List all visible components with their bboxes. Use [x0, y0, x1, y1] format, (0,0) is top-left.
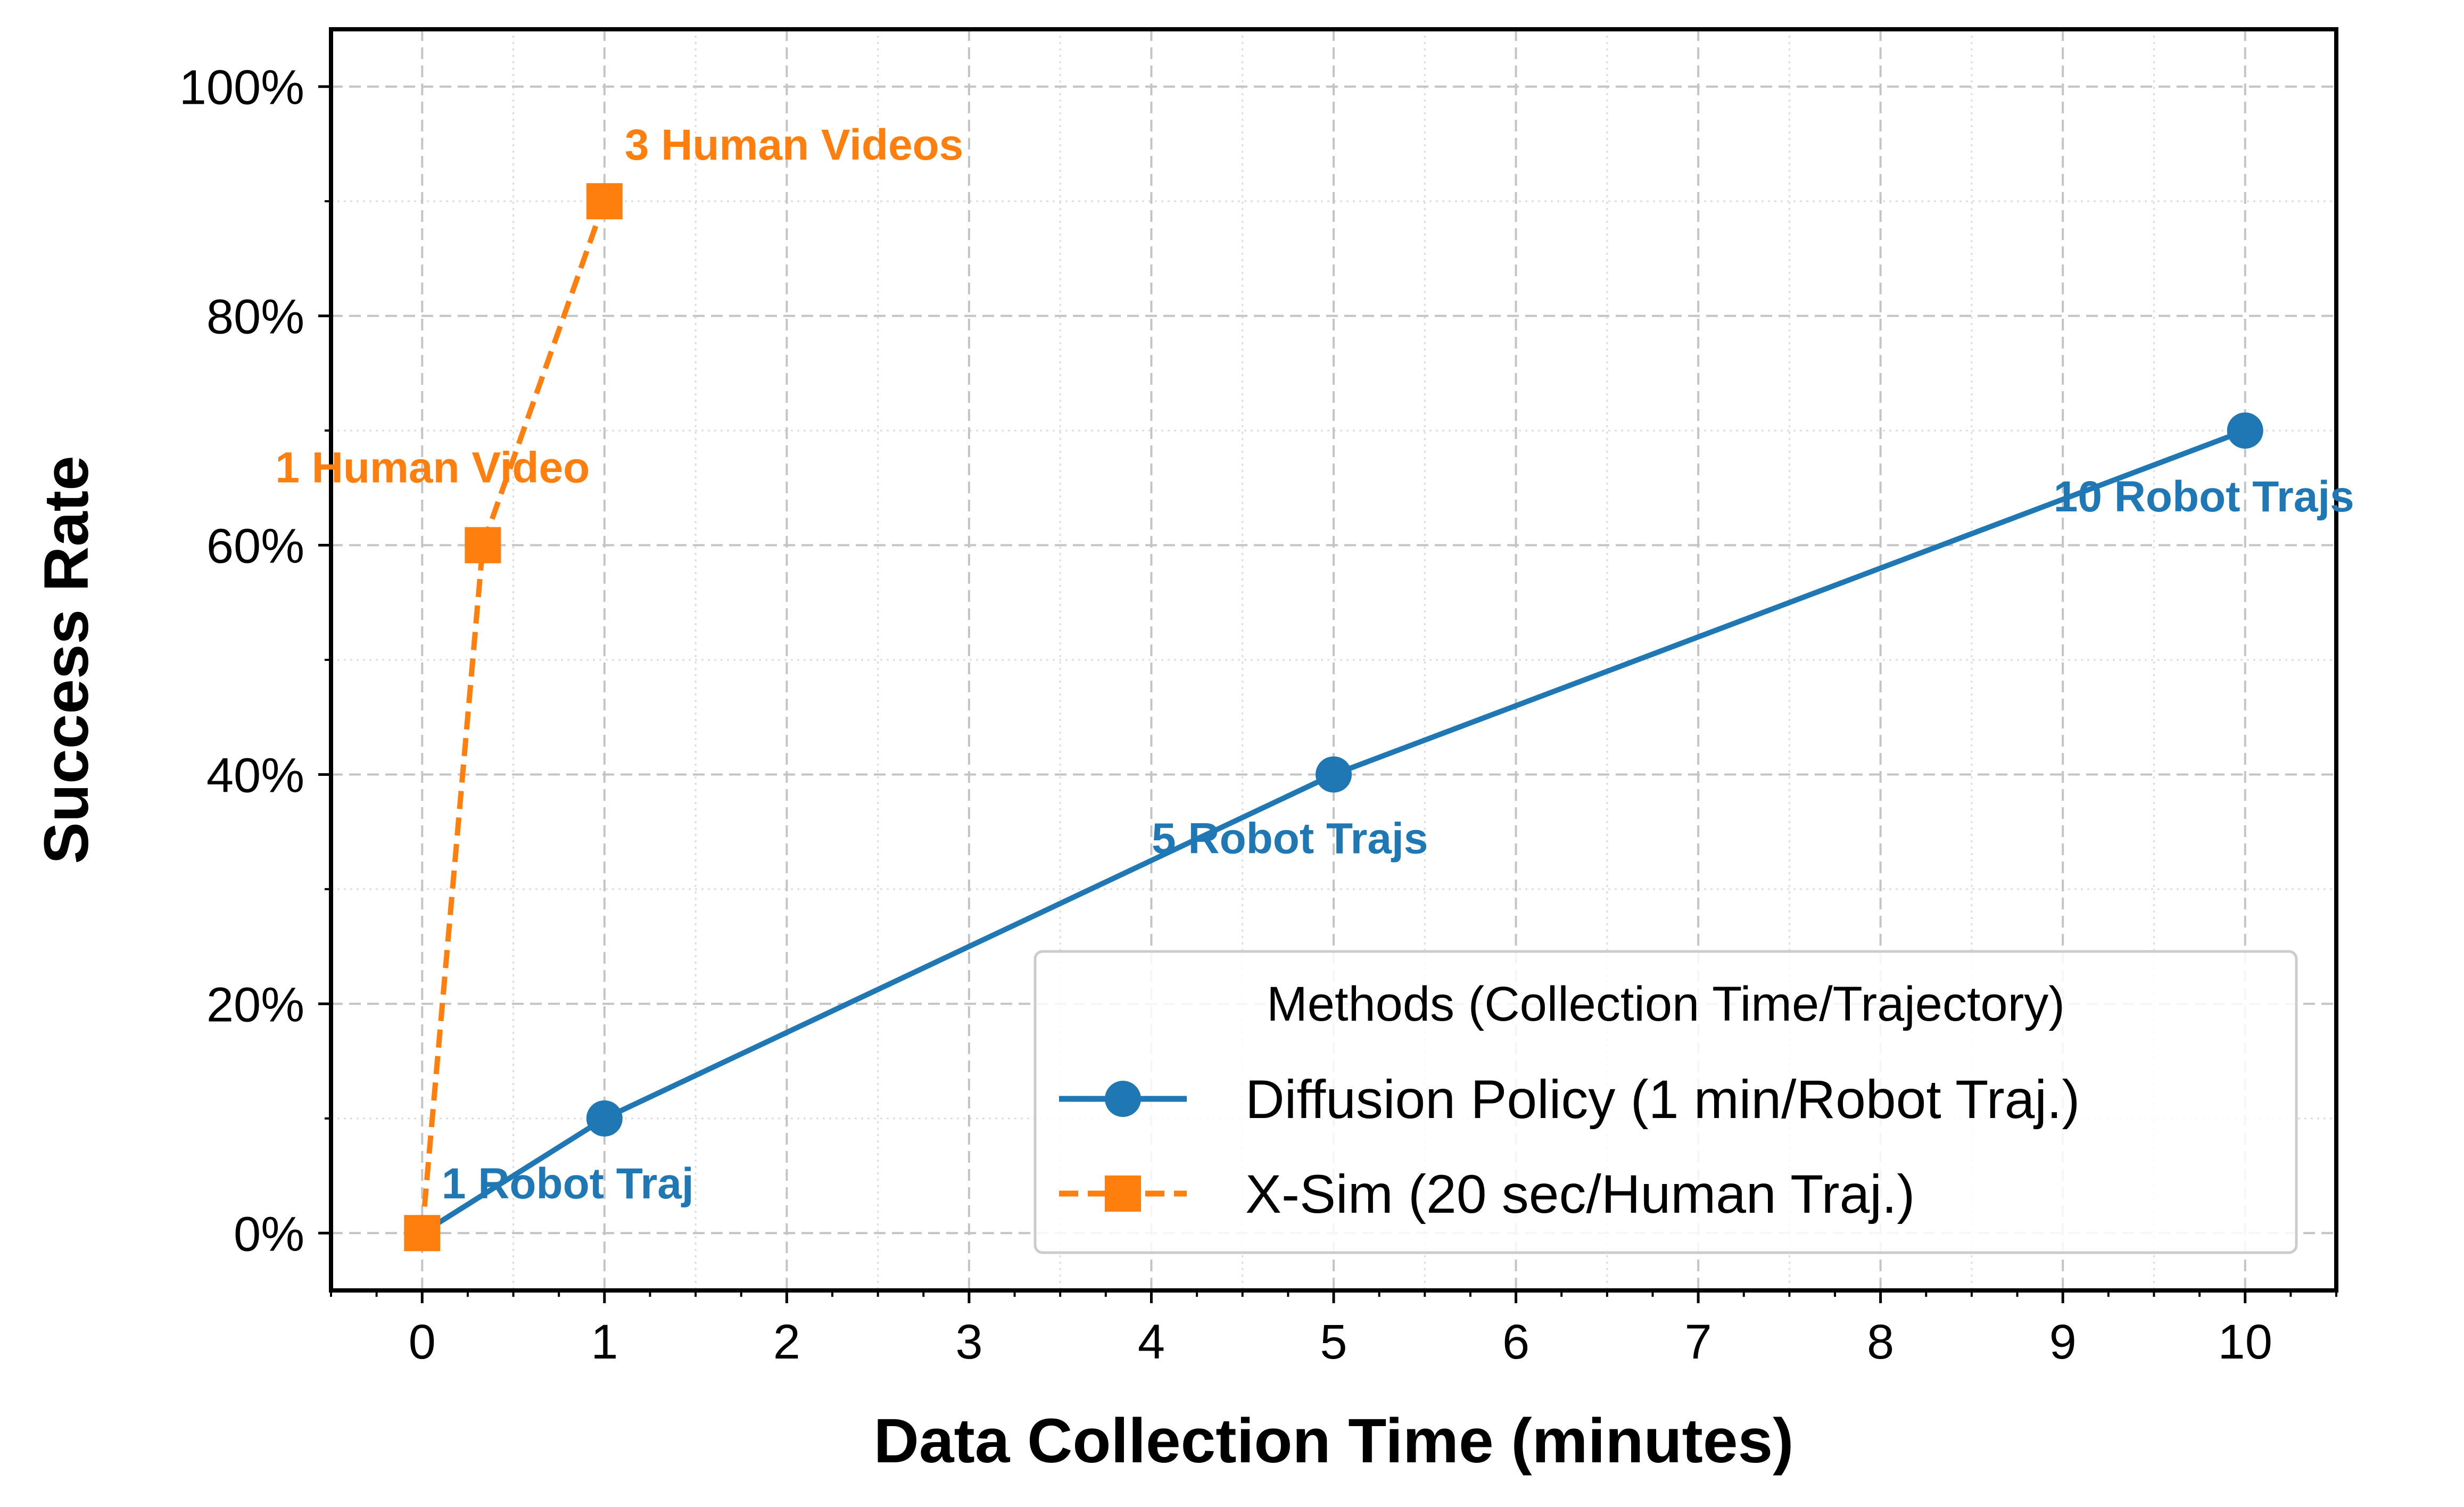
legend-title: Methods (Collection Time/Trajectory) [1267, 977, 2065, 1031]
x-tick-label: 4 [1138, 1315, 1165, 1369]
legend: Methods (Collection Time/Trajectory) Dif… [1033, 950, 2298, 1254]
x-axis-title: Data Collection Time (minutes) [874, 1406, 1794, 1476]
data-point-square [465, 527, 501, 564]
point-label: 5 Robot Trajs [1152, 814, 1428, 863]
ticks: 0 1 2 3 4 5 6 7 8 9 100%20%40%60%80%100% [179, 61, 2337, 1369]
series-layer [404, 183, 2263, 1252]
x-tick-label: 6 [1502, 1315, 1529, 1369]
point-label: 1 Human Video [275, 444, 590, 492]
data-point-square [404, 1215, 441, 1252]
legend-label-0: Diffusion Policy (1 min/Robot Traj.) [1245, 1069, 2080, 1130]
legend-label-1: X-Sim (20 sec/Human Traj.) [1245, 1164, 1915, 1224]
legend-marker-circle [1105, 1081, 1141, 1117]
y-tick-label: 60% [206, 519, 304, 574]
y-tick-label: 40% [206, 748, 304, 802]
x-tick-label: 3 [955, 1315, 982, 1369]
x-tick-label: 1 [591, 1315, 618, 1369]
point-label: 1 Robot Traj [442, 1160, 694, 1208]
data-point-circle [586, 1100, 623, 1137]
x-tick-label: 10 [2218, 1315, 2272, 1369]
x-tick-label: 2 [773, 1315, 800, 1369]
x-tick-label: 5 [1320, 1315, 1347, 1369]
x-tick-label: 7 [1685, 1315, 1712, 1369]
series-line-1 [419, 200, 607, 1233]
data-point-circle [2227, 412, 2263, 449]
legend-marker-square [1105, 1175, 1141, 1212]
x-tick-label: 8 [1867, 1315, 1894, 1369]
x-tick-label: 9 [2049, 1315, 2077, 1369]
series-line-0 [420, 428, 2246, 1236]
y-tick-label: 20% [206, 978, 304, 1032]
annotations: 1 Robot Traj 5 Robot Trajs 10 Robot Trajs 1… [275, 121, 2354, 1208]
y-tick-label: 100% [179, 61, 304, 115]
point-label: 10 Robot Trajs [2054, 473, 2354, 521]
y-tick-label: 80% [206, 290, 304, 344]
data-point-square [586, 183, 623, 220]
legend-box [1033, 950, 2298, 1254]
y-axis-title: Success Rate [31, 456, 102, 864]
x-tick-label: 0 [409, 1315, 436, 1369]
point-label: 3 Human Videos [625, 121, 963, 169]
y-tick-label: 0% [234, 1207, 304, 1261]
data-point-circle [1316, 756, 1352, 793]
legend-entries: Diffusion Policy (1 min/Robot Traj.) X-Si… [1059, 1069, 2080, 1224]
